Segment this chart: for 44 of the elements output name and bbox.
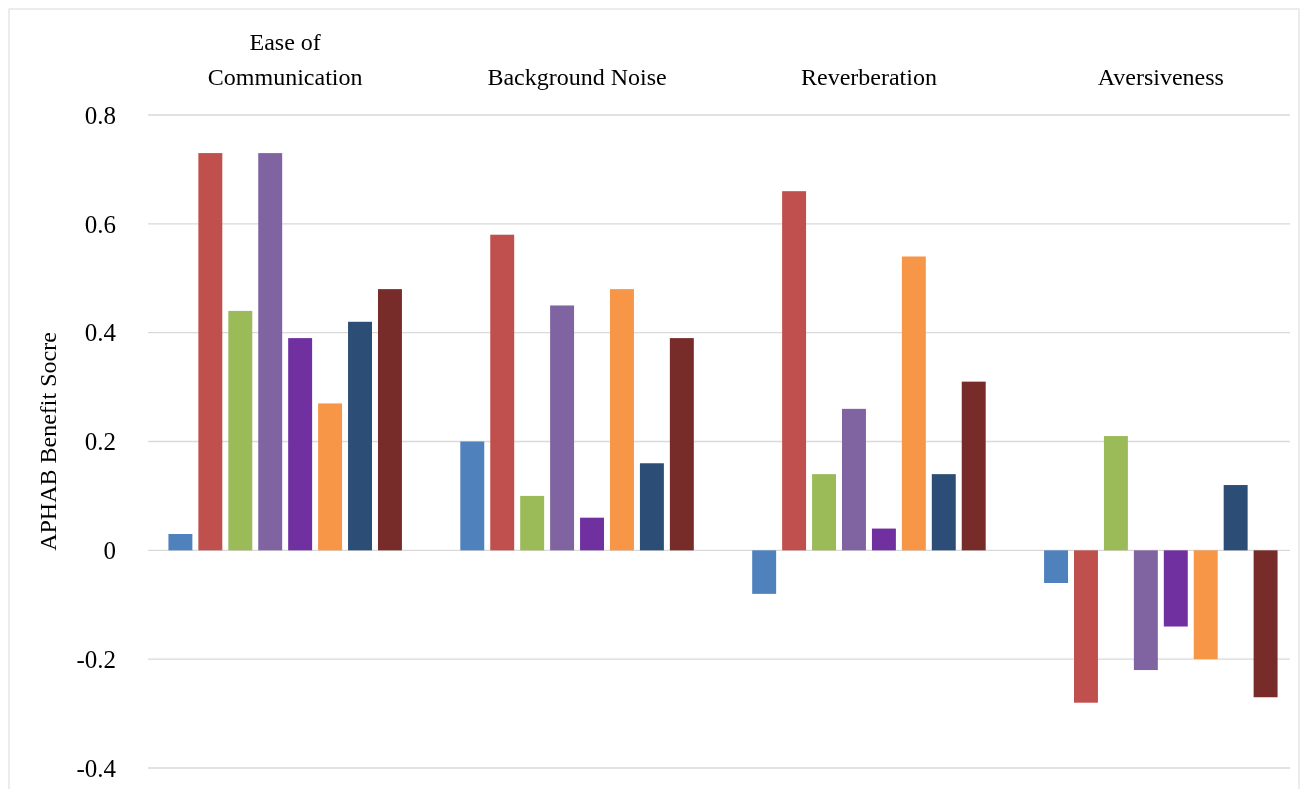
bar [490,234,515,551]
bar [288,338,313,551]
bar [752,550,777,594]
bar [609,289,634,551]
bar [228,310,253,551]
bar [580,517,604,551]
bar [1103,436,1128,551]
y-tick-label: 0.8 [84,101,116,129]
bar [550,305,575,551]
bar [1074,550,1098,703]
bar [460,441,485,551]
bar [1223,485,1248,551]
bar [1193,550,1218,660]
bar [782,191,807,551]
x-tick-label: Aversiveness [1097,64,1224,90]
y-tick-label: 0.4 [84,319,117,347]
x-tick-label: Ease of Communication [207,29,363,90]
bar [1044,550,1069,583]
y-tick-label: 0 [103,537,116,565]
bar [812,474,837,551]
y-tick-label: 0.6 [84,210,116,238]
y-axis-title: APHAB Benefit Socre [35,332,61,551]
y-tick-label: -0.4 [76,754,117,782]
bar [198,153,223,551]
bar [901,256,926,551]
bar [1163,550,1188,627]
x-tick-label: Reverberation [800,64,937,90]
bar [348,321,372,551]
y-tick-label: 0.2 [84,428,116,456]
bar [1253,550,1278,698]
bar [520,495,545,551]
bar [318,403,343,551]
bar [258,153,283,551]
bar [871,528,896,551]
bar [639,463,664,551]
y-tick-label: -0.2 [76,645,116,673]
bar [961,381,986,551]
x-tick-label: Background Noise [487,64,667,90]
bar [842,408,866,551]
bar [931,474,956,551]
bar [669,338,694,551]
bar [168,534,193,551]
bar [1133,550,1158,671]
bar [377,289,402,551]
